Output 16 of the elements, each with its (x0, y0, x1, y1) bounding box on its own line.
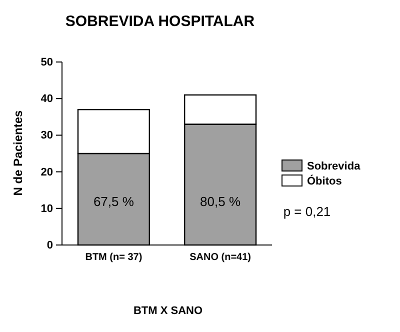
x-tick-label: SANO (n=41) (190, 252, 252, 264)
legend-label: Sobrevida (307, 160, 362, 172)
y-axis-title: N de Pacientes (11, 110, 25, 196)
y-tick-label: 10 (40, 202, 53, 215)
legend-label: Óbitos (307, 174, 342, 188)
x-tick-label: BTM (n= 37) (85, 252, 142, 264)
y-tick-label: 20 (40, 166, 53, 178)
y-tick-label: 50 (40, 56, 53, 69)
x-axis-title: BTM X SANO (133, 305, 203, 317)
y-tick-label: 30 (40, 130, 53, 142)
chart-title: SOBREVIDA HOSPITALAR (65, 13, 255, 30)
annotation: 67,5 % (93, 194, 134, 210)
y-tick-label: 0 (46, 240, 53, 252)
annotation: 80,5 % (200, 194, 241, 210)
text: p = 0,21 (283, 204, 331, 219)
y-tick-label: 40 (40, 93, 53, 106)
